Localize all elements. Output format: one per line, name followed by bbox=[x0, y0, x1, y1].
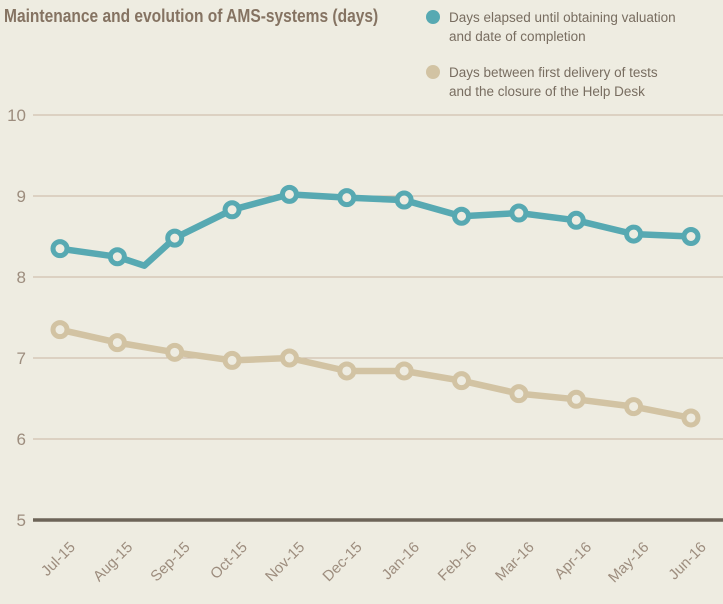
data-point-marker bbox=[222, 350, 242, 370]
x-tick-label: Jul-15 bbox=[38, 539, 79, 580]
y-tick-label: 5 bbox=[17, 511, 26, 530]
data-point-marker bbox=[165, 228, 185, 248]
chart-title: Maintenance and evolution of AMS-systems… bbox=[4, 5, 379, 26]
legend-label: Days between first delivery of tests and … bbox=[449, 65, 658, 99]
data-point-marker bbox=[624, 397, 644, 417]
data-point-marker bbox=[681, 227, 701, 246]
data-point-marker bbox=[50, 239, 70, 259]
data-point-marker bbox=[337, 188, 357, 208]
data-point-marker bbox=[279, 184, 299, 204]
data-point-marker bbox=[107, 333, 127, 353]
data-point-marker bbox=[624, 224, 644, 244]
x-tick-label: Oct-15 bbox=[207, 539, 251, 583]
data-point-marker bbox=[394, 361, 414, 381]
data-point-marker bbox=[50, 320, 70, 340]
x-tick-label: May-16 bbox=[605, 539, 652, 586]
data-point-marker bbox=[509, 203, 529, 223]
x-tick-label: Nov-15 bbox=[262, 539, 308, 585]
x-tick-label: Apr-16 bbox=[551, 539, 595, 583]
data-point-marker bbox=[566, 389, 586, 409]
y-tick-label: 7 bbox=[17, 349, 26, 368]
legend-label: Days elapsed until obtaining valuation an… bbox=[449, 10, 676, 44]
y-tick-label: 6 bbox=[17, 430, 26, 449]
x-tick-label: Dec-15 bbox=[319, 539, 365, 585]
x-tick-label: Jan-16 bbox=[379, 539, 423, 583]
tan-series-dot-icon bbox=[426, 65, 440, 79]
legend-item-helpdesk: Days between first delivery of tests and … bbox=[426, 63, 721, 101]
y-tick-label: 8 bbox=[17, 268, 26, 287]
data-point-marker bbox=[566, 210, 586, 230]
data-point-marker bbox=[509, 384, 529, 404]
data-point-marker bbox=[394, 190, 414, 210]
data-point-marker bbox=[165, 342, 185, 362]
x-tick-label: Jun-16 bbox=[665, 539, 709, 583]
y-tick-label: 10 bbox=[7, 106, 26, 125]
data-point-marker bbox=[107, 247, 127, 267]
data-point-marker bbox=[681, 408, 701, 428]
y-tick-label: 9 bbox=[17, 187, 26, 206]
legend: Days elapsed until obtaining valuation an… bbox=[426, 8, 721, 118]
teal-series-dot-icon bbox=[426, 10, 440, 24]
data-point-marker bbox=[452, 206, 472, 226]
x-tick-label: Mar-16 bbox=[492, 539, 538, 585]
legend-item-valuation: Days elapsed until obtaining valuation an… bbox=[426, 8, 721, 46]
data-point-marker bbox=[452, 371, 472, 391]
data-point-marker bbox=[279, 348, 299, 368]
series-line-valuation bbox=[56, 191, 695, 269]
x-tick-label: Feb-16 bbox=[435, 539, 481, 585]
data-point-marker bbox=[337, 361, 357, 381]
x-tick-label: Sep-15 bbox=[147, 539, 193, 585]
data-point-marker bbox=[222, 200, 242, 220]
series-line-helpdesk bbox=[56, 326, 695, 422]
x-tick-label: Aug-15 bbox=[90, 539, 136, 585]
